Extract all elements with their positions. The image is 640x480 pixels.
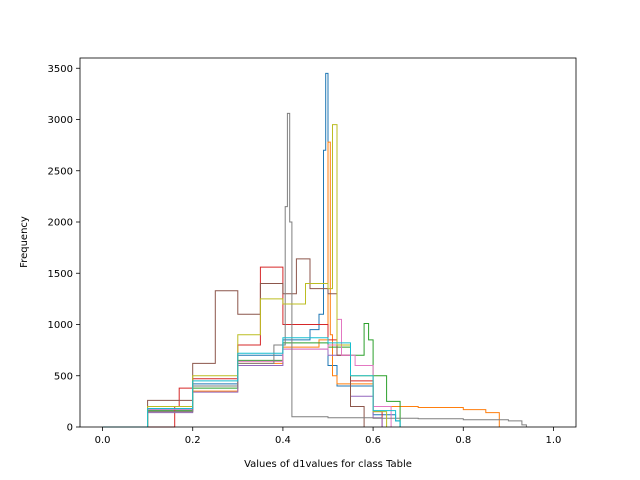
y-tick-label: 3000 bbox=[48, 115, 73, 126]
x-axis: 0.0 0.2 0.4 0.6 0.8 1.0 bbox=[95, 427, 562, 446]
histogram-series-2 bbox=[102, 141, 500, 428]
x-axis-label: Values of d1values for class Table bbox=[244, 459, 412, 470]
x-tick-label: 1.0 bbox=[546, 435, 562, 446]
y-tick-label: 1500 bbox=[48, 269, 73, 280]
y-tick-label: 500 bbox=[54, 371, 73, 382]
histogram-series-8 bbox=[102, 112, 527, 428]
x-tick-label: 0.8 bbox=[455, 435, 471, 446]
histogram-series-10 bbox=[102, 337, 401, 428]
plot-frame bbox=[79, 57, 577, 428]
histogram-series-1 bbox=[102, 72, 401, 428]
histogram-series-9 bbox=[102, 124, 388, 428]
y-tick-label: 2500 bbox=[48, 166, 73, 177]
histogram-series-7 bbox=[102, 318, 392, 428]
y-tick-label: 3500 bbox=[48, 64, 73, 75]
x-tick-label: 0.4 bbox=[275, 435, 291, 446]
y-axis: 0 500 1000 1500 2000 2500 3000 3500 bbox=[48, 64, 80, 434]
series-layer bbox=[102, 72, 527, 428]
y-axis-label: Frequency bbox=[19, 216, 30, 268]
y-tick-label: 2000 bbox=[48, 218, 73, 229]
histogram-series-6 bbox=[102, 258, 365, 428]
x-tick-label: 0.6 bbox=[365, 435, 381, 446]
y-tick-label: 1000 bbox=[48, 320, 73, 331]
y-tick-label: 0 bbox=[67, 423, 73, 434]
x-tick-label: 0.0 bbox=[95, 435, 111, 446]
x-tick-label: 0.2 bbox=[185, 435, 201, 446]
